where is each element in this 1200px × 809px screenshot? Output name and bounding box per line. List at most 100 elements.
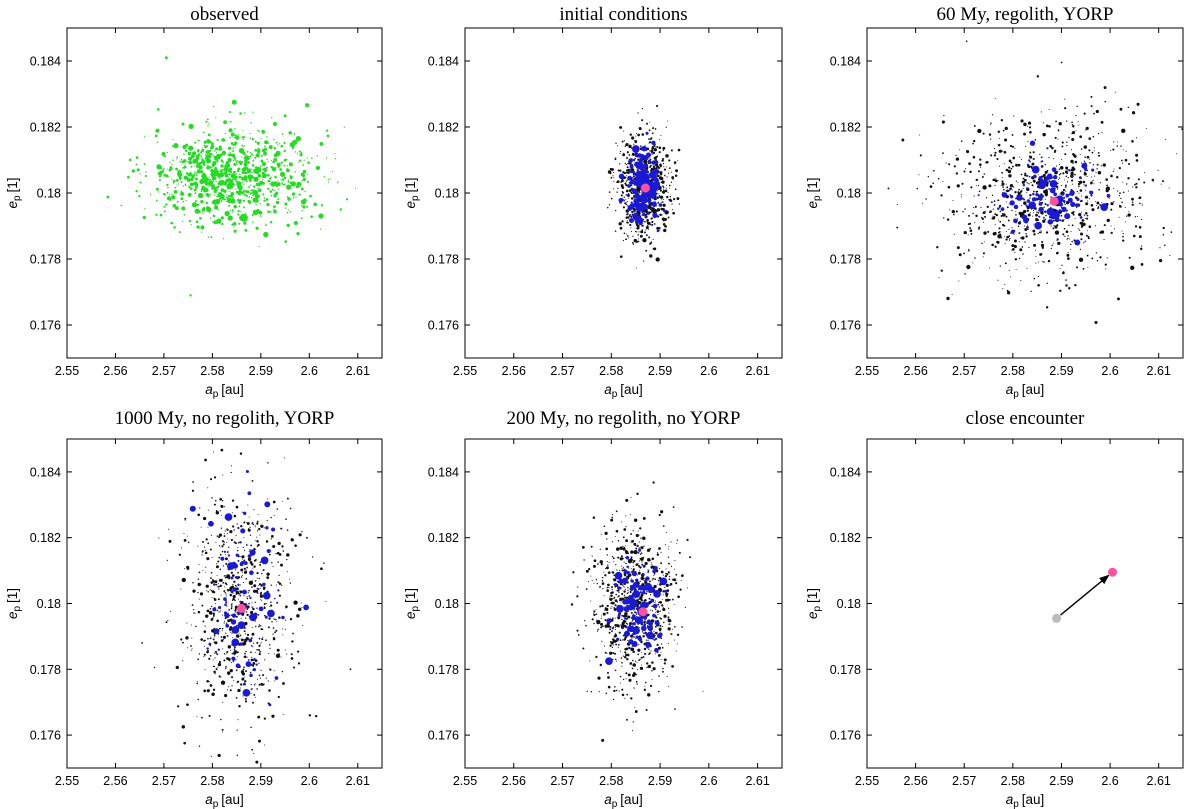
point <box>625 238 628 241</box>
point <box>1011 165 1014 168</box>
point <box>222 702 224 704</box>
point <box>985 197 988 199</box>
point <box>163 168 165 170</box>
point <box>1120 145 1122 147</box>
point <box>244 633 247 635</box>
point <box>180 547 182 549</box>
point <box>246 656 248 658</box>
point <box>1060 61 1063 64</box>
highlight-point <box>638 607 648 617</box>
point <box>634 583 639 588</box>
point <box>187 172 192 177</box>
point <box>641 215 643 217</box>
point <box>628 197 630 199</box>
point <box>1097 151 1100 154</box>
point <box>208 178 211 181</box>
point <box>652 603 658 609</box>
point <box>649 200 652 202</box>
point <box>625 233 627 235</box>
point <box>615 547 620 551</box>
point <box>1054 136 1057 139</box>
point <box>593 622 595 625</box>
point <box>611 541 614 543</box>
point <box>190 165 193 168</box>
point <box>1046 147 1049 150</box>
point <box>642 212 646 217</box>
point <box>619 675 622 678</box>
point <box>203 140 207 144</box>
point <box>212 638 215 641</box>
point <box>239 541 242 544</box>
point <box>230 142 234 145</box>
point <box>203 639 206 642</box>
point <box>1022 253 1024 255</box>
point <box>212 659 214 661</box>
point <box>1003 150 1007 154</box>
point <box>629 214 632 216</box>
point <box>1093 183 1095 185</box>
point <box>1119 205 1122 208</box>
point <box>234 158 236 160</box>
point <box>1113 168 1115 170</box>
point <box>1070 159 1074 164</box>
point <box>1007 219 1010 222</box>
point <box>1018 257 1021 260</box>
point <box>636 492 639 496</box>
point <box>970 232 973 235</box>
point <box>626 212 629 216</box>
point <box>266 572 270 576</box>
point <box>181 577 186 583</box>
point <box>625 189 629 193</box>
point <box>1076 266 1078 269</box>
point <box>1165 138 1167 141</box>
point <box>652 238 654 240</box>
point <box>200 151 203 154</box>
point <box>1029 151 1032 154</box>
point <box>325 600 327 602</box>
point <box>609 572 611 574</box>
point <box>606 561 608 563</box>
point <box>1033 243 1037 247</box>
point <box>243 666 245 669</box>
point <box>590 545 593 548</box>
point <box>689 556 692 559</box>
point <box>286 558 288 561</box>
point <box>670 541 672 543</box>
point <box>639 541 641 543</box>
point <box>195 220 199 224</box>
point <box>1091 180 1094 182</box>
point <box>220 153 223 157</box>
point <box>662 525 665 527</box>
point <box>1134 225 1138 228</box>
point <box>1168 187 1170 189</box>
point <box>232 597 235 601</box>
point <box>626 166 629 169</box>
point <box>1052 211 1060 220</box>
point <box>624 557 626 559</box>
point <box>629 133 632 136</box>
point <box>248 589 250 592</box>
point <box>209 645 211 647</box>
point <box>249 137 252 139</box>
point <box>233 184 236 186</box>
point <box>265 540 269 543</box>
point <box>192 159 195 162</box>
point <box>657 215 660 218</box>
point <box>1121 128 1126 133</box>
point <box>660 562 663 565</box>
point <box>245 611 248 613</box>
y-tick-label: 0.18 <box>837 597 861 611</box>
point <box>617 647 619 649</box>
point <box>202 172 206 175</box>
point <box>896 226 899 229</box>
point <box>1086 155 1090 159</box>
point <box>184 517 187 520</box>
point <box>1065 279 1067 281</box>
point <box>600 534 602 536</box>
point <box>623 594 626 597</box>
point <box>631 210 634 214</box>
point <box>639 570 641 572</box>
point <box>652 577 655 580</box>
point <box>260 556 269 565</box>
point <box>207 133 211 137</box>
